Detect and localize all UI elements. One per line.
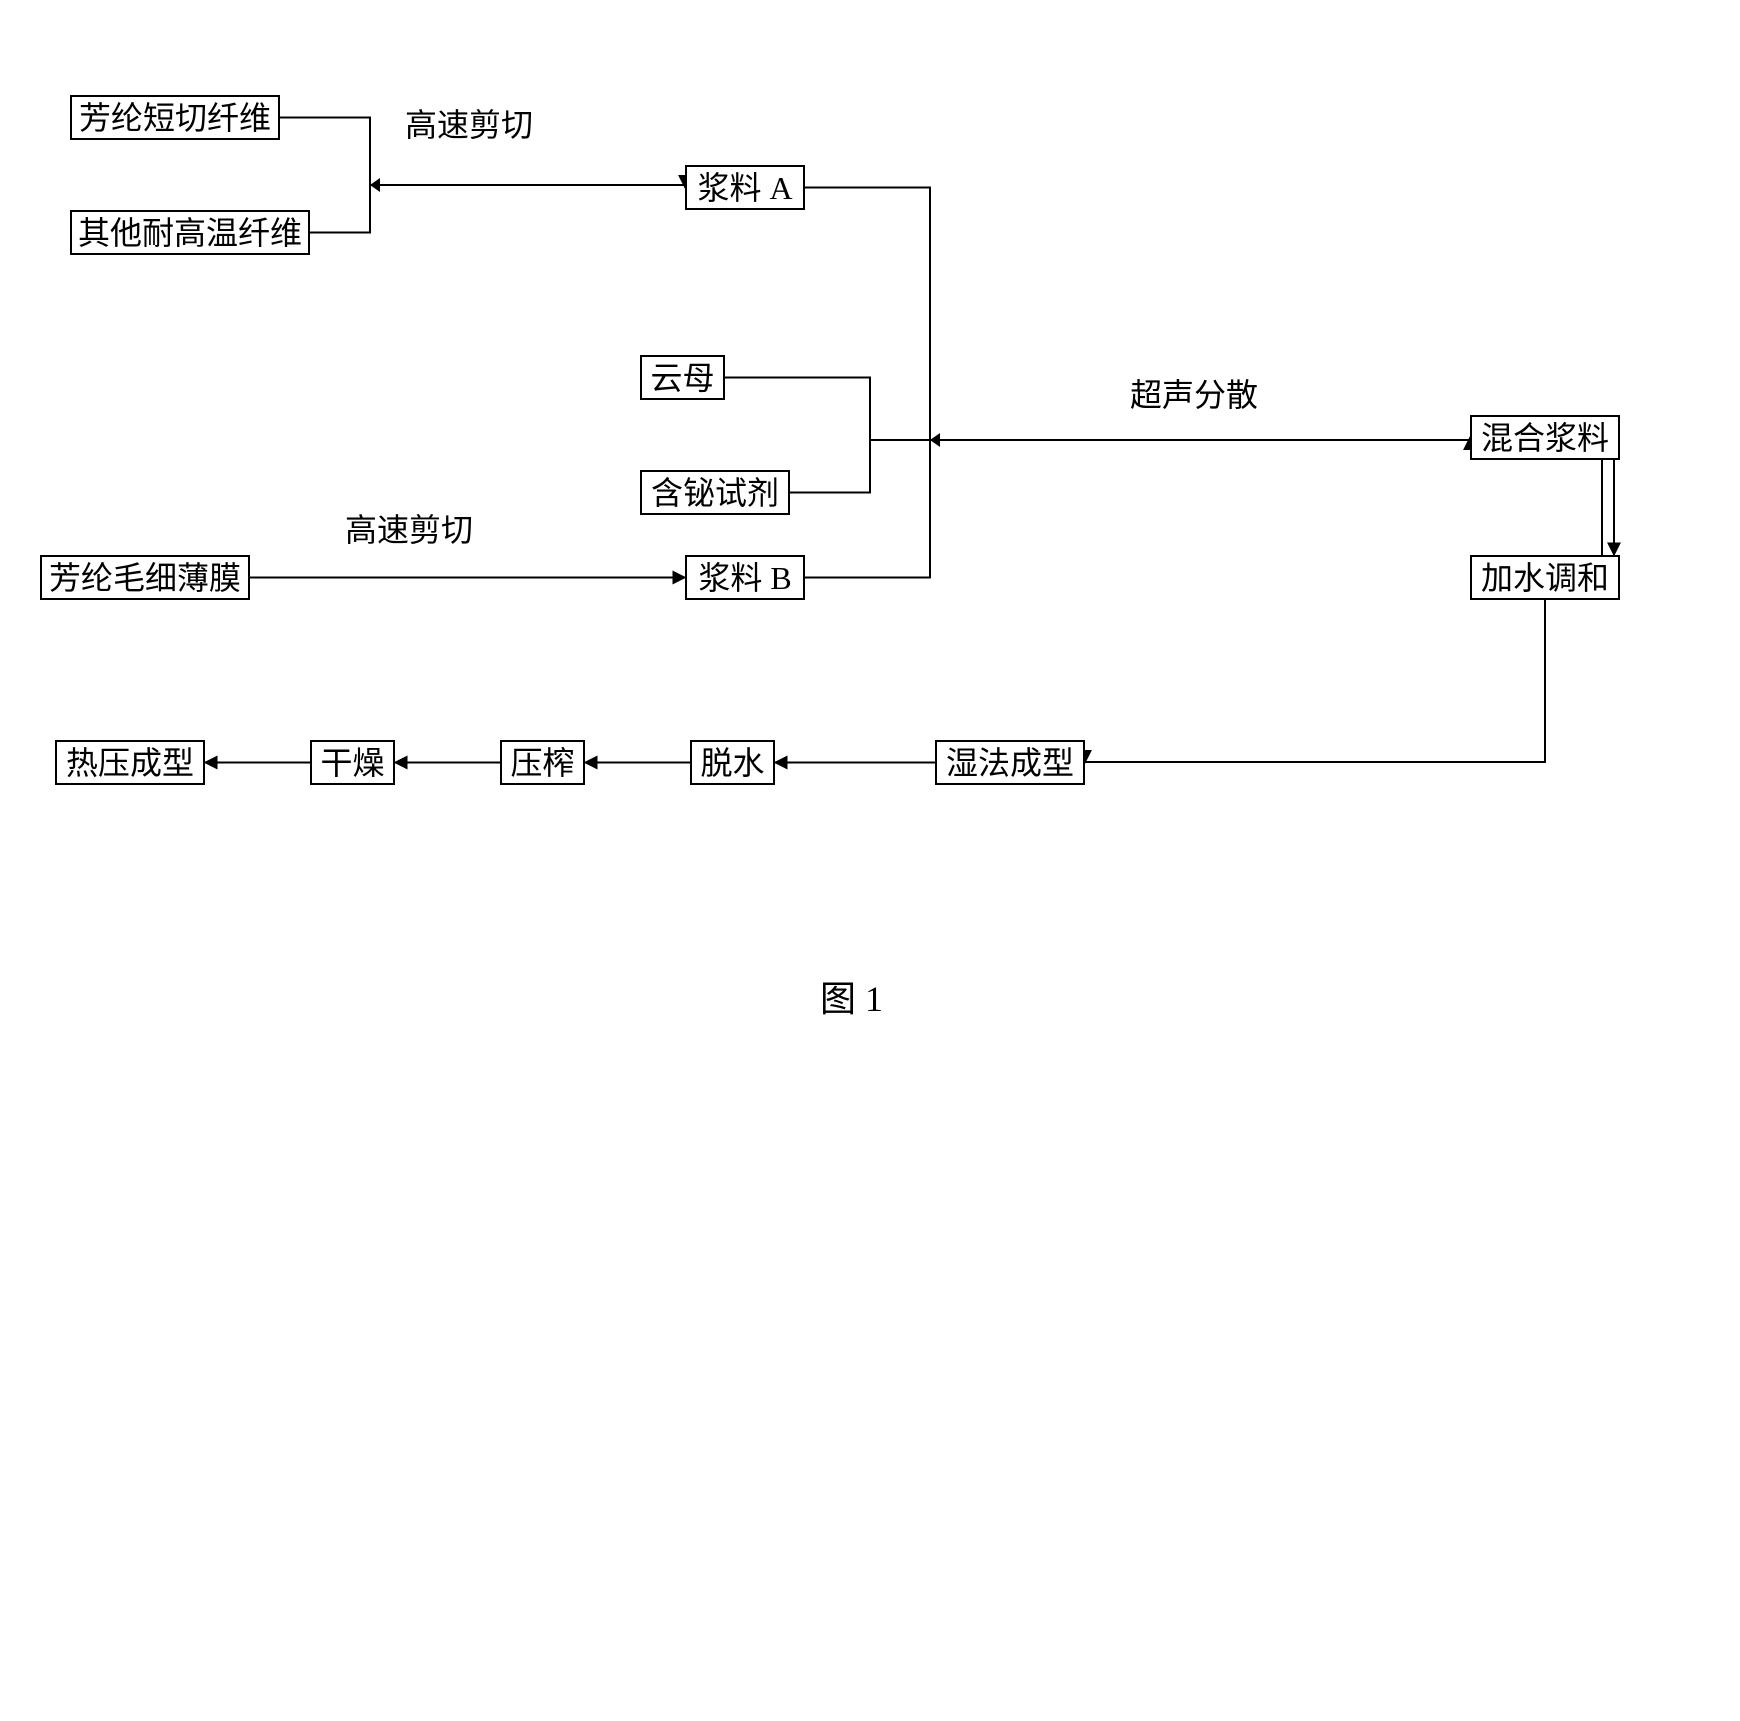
- node-n3: 浆料 A: [685, 165, 805, 210]
- node-n7: 浆料 B: [685, 555, 805, 600]
- node-n4: 云母: [640, 355, 725, 400]
- node-n5: 含铋试剂: [640, 470, 790, 515]
- node-n8: 混合浆料: [1470, 415, 1620, 460]
- node-n9: 加水调和: [1470, 555, 1620, 600]
- figure-label: 图 1: [820, 970, 883, 1022]
- node-n6: 芳纶毛细薄膜: [40, 555, 250, 600]
- node-n10: 湿法成型: [935, 740, 1085, 785]
- node-n12: 压榨: [500, 740, 585, 785]
- node-n14: 热压成型: [55, 740, 205, 785]
- edge-label-8: 超声分散: [1130, 370, 1258, 416]
- node-n2: 其他耐高温纤维: [70, 210, 310, 255]
- node-n1: 芳纶短切纤维: [70, 95, 280, 140]
- edge-label-3: 高速剪切: [345, 505, 473, 551]
- node-n13: 干燥: [310, 740, 395, 785]
- flowchart-svg: [0, 0, 1740, 1721]
- node-n11: 脱水: [690, 740, 775, 785]
- edge-label-2: 高速剪切: [405, 100, 533, 146]
